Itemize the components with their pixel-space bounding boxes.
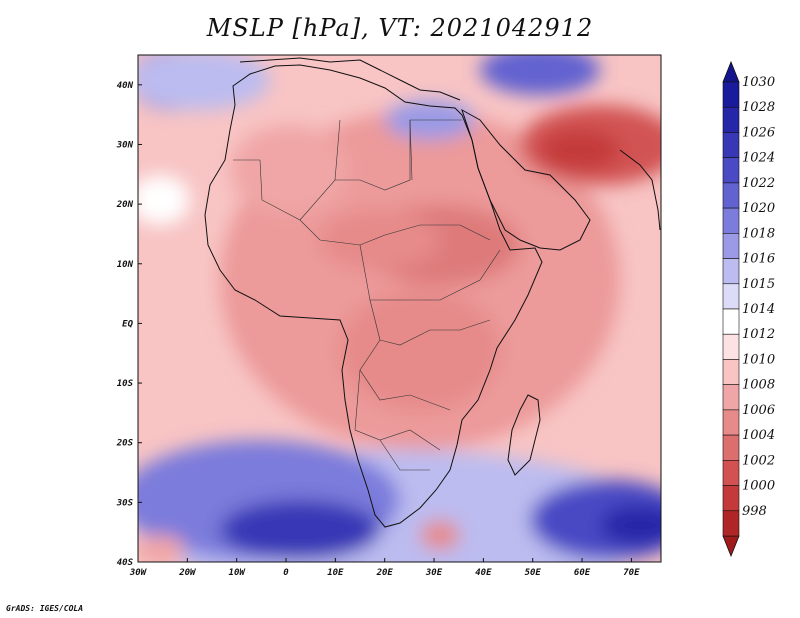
colorbar-swatch [722, 359, 740, 385]
country-borders [233, 119, 501, 471]
colorbar-swatch [722, 233, 740, 259]
colorbar-swatch [722, 207, 740, 234]
lon-tick-label: 20E [376, 568, 394, 578]
colorbar-label: 1002 [742, 453, 775, 468]
lon-tick-label: 70E [623, 568, 640, 578]
lon-tick-label: 60E [574, 568, 591, 578]
colorbar-bottom-arrow [722, 535, 740, 558]
colorbar-swatch [722, 409, 740, 436]
madagascar-coastline [507, 394, 541, 476]
lat-tick-label: 20S [116, 439, 134, 449]
colorbar-label: 1015 [742, 277, 775, 292]
colorbar-swatch [722, 258, 740, 285]
colorbar-swatch [722, 485, 740, 512]
colorbar-label: 1030 [742, 75, 775, 90]
colorbar-label: 1014 [742, 302, 775, 317]
africa-coastline [204, 64, 543, 528]
coastlines [204, 57, 661, 528]
colorbar-label: 1006 [742, 403, 775, 418]
lat-tick-label: 10N [117, 260, 134, 270]
lat-tick-label: 40N [117, 81, 134, 91]
colorbar: 1030 1028 1026 1024 1022 1020 1018 1016 1015 1014… [722, 60, 775, 558]
colorbar-swatch [722, 81, 740, 108]
colorbar-swatch [722, 283, 740, 310]
colorbar-label: 1024 [742, 151, 775, 166]
colorbar-top-arrow [722, 60, 740, 83]
lon-tick-label: 50E [525, 568, 542, 578]
lat-tick-label: 20N [116, 200, 134, 210]
lat-tick-label: 30S [116, 498, 134, 508]
colorbar-swatch [722, 308, 740, 335]
lat-tick-label: 40S [117, 558, 134, 568]
colorbar-label: 1012 [742, 327, 775, 342]
europe-coastline [239, 57, 461, 101]
colorbar-swatch [722, 384, 740, 411]
credit-text: GrADS: IGES/COLA [6, 604, 84, 613]
india-coastline [619, 149, 661, 231]
colorbar-label: 1026 [742, 125, 775, 140]
colorbar-swatch [722, 333, 740, 360]
colorbar-label: 1022 [742, 176, 775, 191]
colorbar-label: 998 [742, 504, 767, 519]
colorbar-swatch [722, 460, 740, 486]
colorbar-swatch [722, 510, 740, 537]
colorbar-label: 1020 [742, 201, 775, 216]
pressure-field [138, 55, 661, 562]
colorbar-swatch [722, 157, 740, 184]
colorbar-label: 1018 [742, 226, 775, 241]
colorbar-swatch [722, 106, 740, 133]
lat-tick-label: 30N [116, 140, 134, 150]
lon-tick-label: 40E [475, 568, 492, 578]
lon-tick-label: 30E [425, 568, 443, 578]
latitude-axis: 40N 30N 20N 10N EQ 10S 20S 30S 40S [116, 81, 142, 568]
lon-tick-label: 10W [229, 568, 247, 578]
colorbar-label: 1016 [742, 252, 775, 267]
lon-tick-label: 0 [283, 568, 289, 578]
colorbar-label: 1000 [742, 479, 775, 494]
arabia-coastline [461, 108, 591, 251]
lon-tick-label: 20W [178, 568, 197, 578]
lat-tick-label: EQ [122, 319, 133, 329]
colorbar-label: 1010 [742, 352, 775, 367]
colorbar-swatch [722, 182, 740, 209]
colorbar-swatch [722, 132, 740, 158]
colorbar-label: 1004 [742, 428, 775, 443]
lon-tick-label: 30W [129, 568, 148, 578]
lat-tick-label: 10S [117, 379, 134, 389]
longitude-axis: 30W 20W 10W 0 10E 20E 30E 40E 50E 60E 70E [129, 558, 640, 578]
colorbar-label: 1008 [742, 378, 775, 393]
plot-frame [137, 54, 662, 563]
map-title: MSLP [hPa], VT: 2021042912 [206, 14, 594, 42]
colorbar-label: 1028 [742, 100, 775, 115]
colorbar-swatch [722, 434, 740, 461]
lon-tick-label: 10E [327, 568, 344, 578]
